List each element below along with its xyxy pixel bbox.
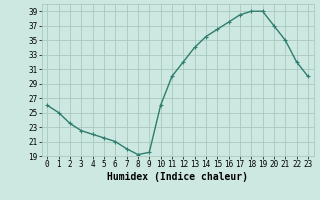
X-axis label: Humidex (Indice chaleur): Humidex (Indice chaleur) bbox=[107, 172, 248, 182]
